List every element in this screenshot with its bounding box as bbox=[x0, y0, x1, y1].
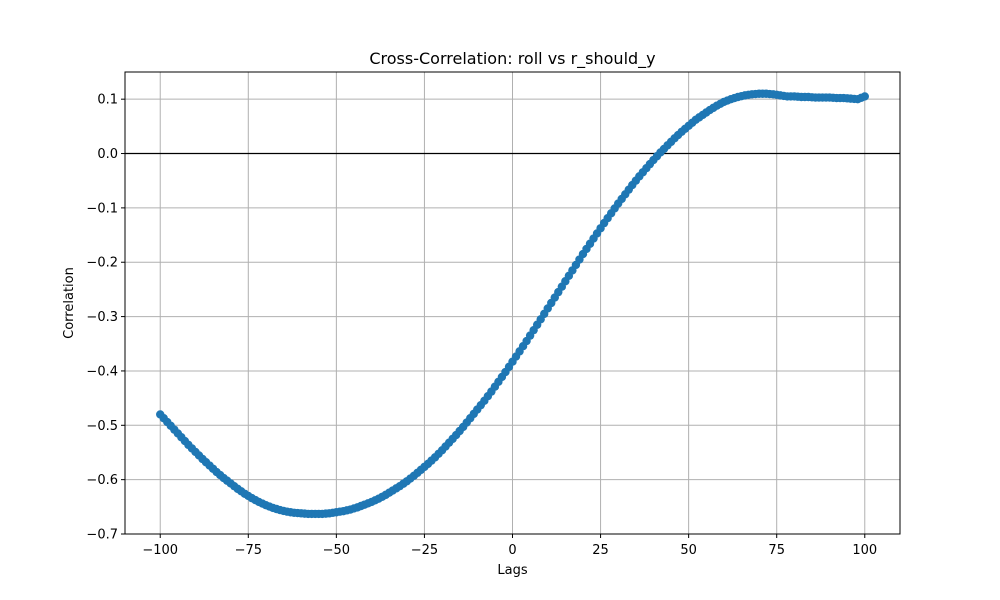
x-tick-label: 0 bbox=[508, 543, 516, 558]
y-tick-label: −0.3 bbox=[86, 310, 118, 325]
x-axis-label: Lags bbox=[497, 563, 527, 578]
y-tick-label: −0.1 bbox=[86, 201, 118, 216]
x-tick-label: −100 bbox=[142, 543, 178, 558]
y-tick-label: 0.0 bbox=[97, 147, 118, 162]
y-tick-label: −0.4 bbox=[86, 364, 118, 379]
y-tick-label: −0.5 bbox=[86, 419, 118, 434]
y-axis-ticks: 0.1 0.0 −0.1 −0.2 −0.3 −0.4 −0.5 −0.6 −0.7 bbox=[86, 93, 125, 543]
x-tick-label: 100 bbox=[852, 543, 877, 558]
x-tick-label: 50 bbox=[680, 543, 697, 558]
data-points bbox=[156, 89, 869, 519]
y-tick-label: 0.1 bbox=[97, 93, 118, 108]
data-point bbox=[860, 92, 869, 101]
x-tick-label: −25 bbox=[411, 543, 438, 558]
y-axis-label: Correlation bbox=[62, 267, 77, 339]
y-tick-label: −0.2 bbox=[86, 256, 118, 271]
y-tick-label: −0.7 bbox=[86, 528, 118, 543]
y-tick-label: −0.6 bbox=[86, 473, 118, 488]
x-tick-label: −75 bbox=[235, 543, 262, 558]
chart-title: Cross-Correlation: roll vs r_should_y bbox=[369, 49, 655, 69]
x-tick-label: 75 bbox=[768, 543, 785, 558]
x-axis-ticks: −100 −75 −50 −25 0 25 50 75 100 bbox=[142, 534, 877, 558]
x-tick-label: 25 bbox=[592, 543, 609, 558]
x-tick-label: −50 bbox=[323, 543, 350, 558]
